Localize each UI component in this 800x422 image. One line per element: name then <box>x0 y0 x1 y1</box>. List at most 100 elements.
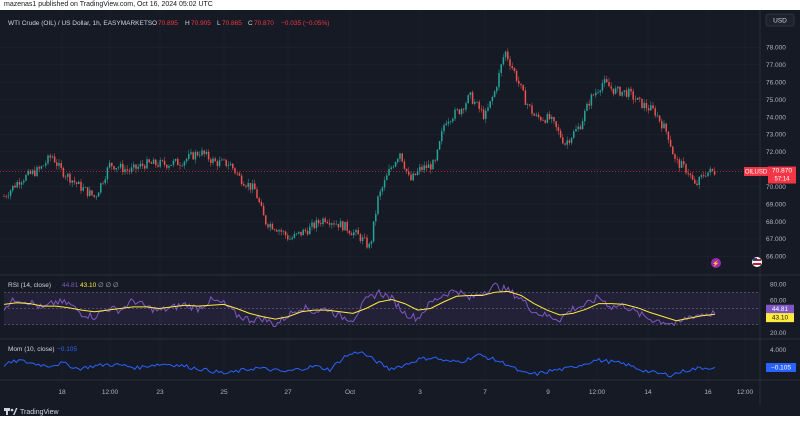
chart-area[interactable]: 66.00067.00068.00069.00070.00071.00072.0… <box>0 10 800 404</box>
candle-body <box>311 222 313 227</box>
candle-body <box>557 127 560 131</box>
mom-line <box>3 351 716 378</box>
candle-body <box>267 224 269 228</box>
candle-body <box>432 160 434 170</box>
events-icon[interactable]: ⚡ <box>711 258 721 268</box>
candle-body <box>223 159 225 161</box>
candle-body <box>599 90 601 93</box>
price-tick-label: 68.000 <box>766 219 786 226</box>
candle-body <box>515 70 518 81</box>
candle-body <box>25 174 27 181</box>
candle-body <box>399 153 401 159</box>
candle-body <box>181 165 183 167</box>
candle-body <box>463 108 465 110</box>
candle-body <box>661 121 663 129</box>
candle-body <box>370 241 373 244</box>
candle-body <box>350 233 353 236</box>
price-tick-label: 69.000 <box>766 201 786 208</box>
candle-body <box>315 220 318 229</box>
candle-body <box>390 167 392 169</box>
candle-body <box>163 160 166 165</box>
candle-body <box>568 140 571 143</box>
high-label: H <box>185 20 190 27</box>
candle-body <box>531 105 533 114</box>
branding-bar: TradingView <box>0 404 800 416</box>
bar-countdown: 57:14 <box>774 177 790 183</box>
candle-body <box>78 181 80 185</box>
candle-body <box>700 175 703 177</box>
candle-body <box>685 164 687 173</box>
branding-text: TradingView <box>20 409 59 416</box>
candle-body <box>260 202 263 206</box>
candle-body <box>27 170 29 175</box>
rsi-tick-label: 20.00 <box>770 330 787 337</box>
flag-icon[interactable] <box>752 257 762 267</box>
time-axis[interactable]: 18 12:00 23 25 27 Oct 3 7 9 12:00 14 16 12:00 <box>58 389 753 396</box>
candle-body <box>612 88 615 94</box>
time-tick-label: 7 <box>483 389 487 396</box>
candle-body <box>478 101 480 109</box>
candle-body <box>476 101 478 103</box>
candle-body <box>427 164 430 169</box>
candle-body <box>251 183 254 190</box>
candle-body <box>357 230 359 235</box>
candle-body <box>590 94 593 106</box>
candle-body <box>56 162 58 166</box>
candle-body <box>663 123 665 129</box>
candle-body <box>454 109 456 119</box>
candle-body <box>62 167 65 177</box>
low-label: L <box>217 20 221 27</box>
currency-button[interactable]: USD <box>765 13 795 27</box>
candle-body <box>133 164 135 168</box>
candle-body <box>581 121 584 130</box>
candle-body <box>265 215 267 225</box>
candle-body <box>430 164 432 170</box>
candle-body <box>544 120 546 123</box>
svg-text:⚡: ⚡ <box>712 260 719 268</box>
candle-body <box>247 182 249 187</box>
mom-value-badge-text: −0.105 <box>771 365 791 372</box>
close-value: 70.870 <box>254 20 274 27</box>
price-badge: OILUSD 70.870 57:14 <box>744 166 796 184</box>
candle-body <box>278 230 280 232</box>
candle-body <box>155 159 157 166</box>
candle-body <box>58 163 60 166</box>
candle-body <box>601 83 604 91</box>
price-tick-label: 76.000 <box>766 80 786 87</box>
time-tick-label: 12:00 <box>102 389 119 396</box>
candle-body <box>641 98 643 109</box>
candle-body <box>674 154 676 159</box>
candle-body <box>388 168 390 176</box>
candle-body <box>678 159 681 168</box>
candle-body <box>16 182 18 188</box>
mom-axis[interactable]: 4.000 <box>770 347 787 354</box>
candle-body <box>705 175 707 177</box>
candle-body <box>346 221 348 231</box>
candle-body <box>425 165 428 169</box>
time-tick-label: 25 <box>220 389 228 396</box>
candle-body <box>443 125 445 132</box>
candle-body <box>243 184 245 186</box>
candle-body <box>170 164 172 166</box>
currency-label: USD <box>773 18 787 25</box>
candle-body <box>18 182 21 185</box>
candle-body <box>20 182 23 185</box>
candle-body <box>280 230 282 232</box>
candle-body <box>232 163 234 169</box>
candle-body <box>97 192 100 197</box>
price-axis[interactable]: 66.00067.00068.00069.00070.00071.00072.0… <box>766 45 786 261</box>
candle-body <box>707 172 709 177</box>
candle-body <box>137 166 139 169</box>
candle-body <box>298 231 300 234</box>
candle-body <box>168 165 170 168</box>
gridlines <box>0 10 760 380</box>
candle-body <box>152 159 155 164</box>
candle-body <box>469 92 472 96</box>
candle-body <box>650 105 652 111</box>
price-tick-label: 66.000 <box>766 254 786 261</box>
time-tick-label: 23 <box>156 389 164 396</box>
chart-svg[interactable]: 66.00067.00068.00069.00070.00071.00072.0… <box>0 10 800 404</box>
candle-body <box>364 237 366 238</box>
price-tick-label: 70.000 <box>766 184 786 191</box>
time-tick-label: 16 <box>704 389 712 396</box>
